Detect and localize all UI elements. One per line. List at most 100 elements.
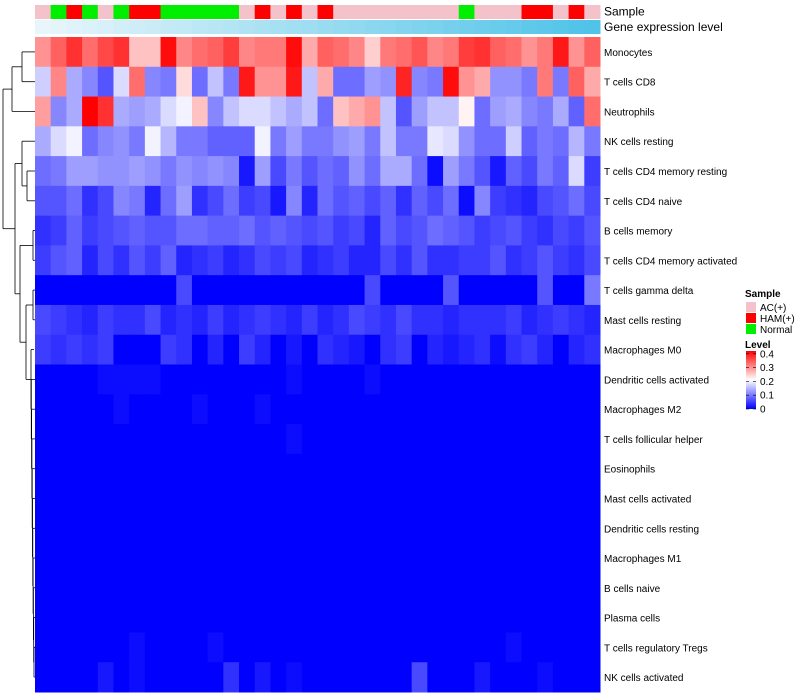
heatmap-cell <box>458 364 475 395</box>
heatmap-cell <box>254 334 271 365</box>
heatmap-cell <box>411 364 428 395</box>
heatmap-cell <box>191 543 209 574</box>
heatmap-cell <box>317 37 334 68</box>
gene-expression-annotation-cell <box>474 20 491 34</box>
heatmap-cell <box>348 215 366 246</box>
row-label: Mast cells activated <box>604 495 691 506</box>
heatmap-cell <box>427 66 444 98</box>
heatmap-cell <box>191 156 209 187</box>
heatmap-cell <box>552 66 570 98</box>
heatmap-cell <box>97 483 114 514</box>
heatmap-cell <box>333 245 350 276</box>
heatmap-cell <box>364 275 381 306</box>
heatmap-cell <box>129 126 146 157</box>
heatmap-cell <box>50 215 67 246</box>
heatmap-cell <box>97 602 114 633</box>
heatmap-cell <box>286 394 303 425</box>
heatmap-cell <box>239 662 256 693</box>
heatmap-cell <box>113 66 130 98</box>
heatmap-cell <box>191 66 209 98</box>
heatmap-cell <box>395 483 413 514</box>
heatmap-cell <box>537 662 554 693</box>
heatmap-cell <box>254 245 271 276</box>
level-tick-label: 0.4 <box>760 349 774 360</box>
heatmap-cell <box>348 513 366 544</box>
row-label: T cells CD4 naive <box>604 197 683 208</box>
gene-expression-annotation-cell <box>490 20 507 34</box>
heatmap-cell <box>427 543 444 574</box>
heatmap-cell <box>176 126 193 157</box>
heatmap-cell <box>474 215 491 246</box>
heatmap-cell <box>97 156 114 187</box>
heatmap-cell <box>191 662 209 693</box>
heatmap-cell <box>50 37 67 68</box>
heatmap-cell <box>474 632 491 663</box>
heatmap-cell <box>364 453 381 485</box>
heatmap-cell <box>50 394 67 425</box>
heatmap-cell <box>364 185 381 217</box>
heatmap-cell <box>458 602 475 633</box>
heatmap-cell <box>66 483 83 514</box>
heatmap-cell <box>584 364 601 395</box>
heatmap-cell <box>82 66 99 98</box>
heatmap-cell <box>317 245 334 276</box>
heatmap-cell <box>160 394 177 425</box>
heatmap-cell <box>113 424 130 455</box>
heatmap-cell <box>333 394 350 425</box>
heatmap-cell <box>474 662 491 693</box>
heatmap-cell <box>521 602 538 633</box>
heatmap-cell <box>50 66 67 98</box>
heatmap-cell <box>584 275 601 306</box>
heatmap-cell <box>317 602 334 633</box>
heatmap-cell <box>568 215 585 246</box>
heatmap-cell <box>568 126 585 157</box>
heatmap-cell <box>537 66 554 98</box>
heatmap-cell <box>380 364 397 395</box>
heatmap-cell <box>348 364 366 395</box>
heatmap-cell <box>552 334 570 365</box>
heatmap-cell <box>552 662 570 693</box>
heatmap-cell <box>176 275 193 306</box>
sample-annotation-cell <box>427 5 444 19</box>
heatmap-cell <box>207 513 224 544</box>
heatmap-cell <box>207 572 224 604</box>
heatmap-cell <box>301 304 318 336</box>
heatmap-cell <box>552 394 570 425</box>
heatmap-cell <box>223 424 240 455</box>
heatmap-cell <box>82 275 99 306</box>
sample-annotation-cell <box>254 5 271 19</box>
heatmap-cell <box>144 96 162 127</box>
heatmap-cell <box>411 37 428 68</box>
heatmap-cell <box>144 513 162 544</box>
gene-expression-annotation-cell <box>537 20 554 34</box>
heatmap-cell <box>411 513 428 544</box>
heatmap-cell <box>490 96 507 127</box>
heatmap-cell <box>223 96 240 127</box>
heatmap-cell <box>191 513 209 544</box>
heatmap-cell <box>160 275 177 306</box>
heatmap-cell <box>537 424 554 455</box>
heatmap-cell <box>239 304 256 336</box>
heatmap-cell <box>427 96 444 127</box>
level-tick-label: 0.2 <box>760 377 774 388</box>
heatmap-cell <box>191 275 209 306</box>
heatmap-cell <box>50 96 67 127</box>
heatmap-cell <box>552 304 570 336</box>
heatmap-cell <box>207 126 224 157</box>
sample-legend: Sample AC(+) HAM(+) Normal <box>745 289 795 336</box>
heatmap-cell <box>333 632 350 663</box>
gene-expression-annotation-cell <box>395 20 413 34</box>
heatmap-cell <box>364 364 381 395</box>
heatmap-cell <box>427 394 444 425</box>
heatmap-cell <box>537 275 554 306</box>
heatmap-cell <box>286 483 303 514</box>
heatmap-cell <box>66 156 83 187</box>
heatmap-cell <box>301 424 318 455</box>
heatmap-cell <box>411 602 428 633</box>
sample-annotation-cell <box>411 5 428 19</box>
heatmap-cell <box>207 632 224 663</box>
heatmap-cell <box>176 304 193 336</box>
heatmap-cell <box>113 215 130 246</box>
heatmap-cell <box>254 304 271 336</box>
heatmap-cell <box>333 453 350 485</box>
